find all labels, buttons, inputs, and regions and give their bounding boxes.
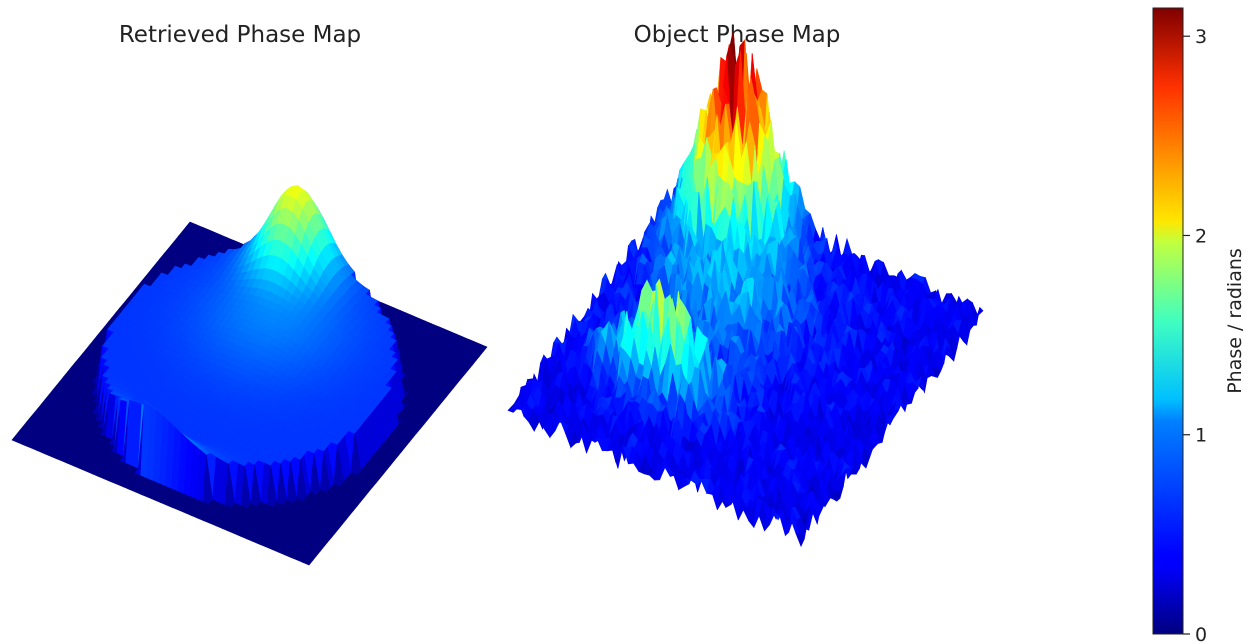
object-phase-title: Object Phase Map	[634, 22, 841, 48]
retrieved-phase-surface	[11, 185, 488, 566]
object-phase-cell	[843, 237, 853, 257]
object-phase-surface	[507, 30, 984, 548]
object-phase-panel: Object Phase Map	[507, 22, 984, 548]
retrieved-phase-panel: Retrieved Phase Map	[11, 22, 488, 566]
retrieved-phase-title: Retrieved Phase Map	[119, 22, 361, 48]
